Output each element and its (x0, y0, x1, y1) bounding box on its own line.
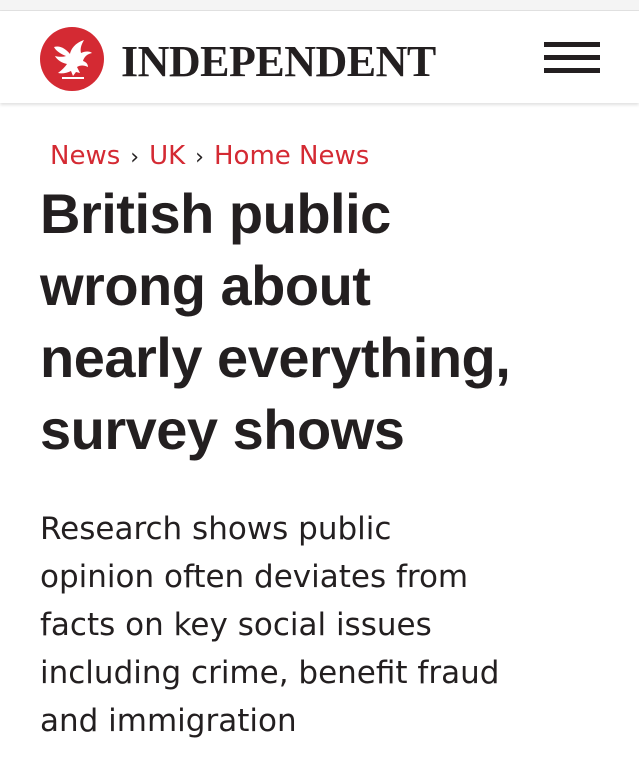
hamburger-menu-icon[interactable] (544, 39, 600, 79)
menu-bar (544, 55, 600, 60)
article-headline: British public wrong about nearly everyt… (40, 178, 620, 466)
breadcrumb-uk[interactable]: UK (149, 141, 186, 171)
headline-line: wrong about (40, 254, 371, 317)
chevron-right-icon: › (195, 145, 204, 170)
breadcrumb-news[interactable]: News (50, 141, 121, 171)
brand-wordmark[interactable]: INDEPENDENT (121, 37, 436, 86)
site-header: INDEPENDENT (0, 11, 639, 103)
standfirst-line: facts on key social issues (40, 607, 432, 643)
browser-top-strip (0, 0, 639, 11)
standfirst-line: opinion often deviates from (40, 559, 469, 595)
breadcrumb-home-news[interactable]: Home News (213, 141, 370, 171)
menu-bar (544, 42, 600, 47)
menu-bar (544, 68, 600, 73)
eagle-icon[interactable] (40, 27, 104, 91)
chevron-right-icon: › (130, 145, 140, 170)
standfirst-line: including crime, benefit fraud (40, 655, 500, 691)
standfirst-line: Research shows public (40, 511, 392, 547)
headline-line: survey shows (40, 398, 405, 461)
standfirst-line: and immigration (40, 703, 297, 739)
headline-line: British public (40, 182, 391, 245)
article-standfirst: Research shows public opinion often devi… (40, 505, 620, 745)
breadcrumb: News › UK › Home News (50, 139, 369, 175)
headline-line: nearly everything, (40, 326, 511, 389)
